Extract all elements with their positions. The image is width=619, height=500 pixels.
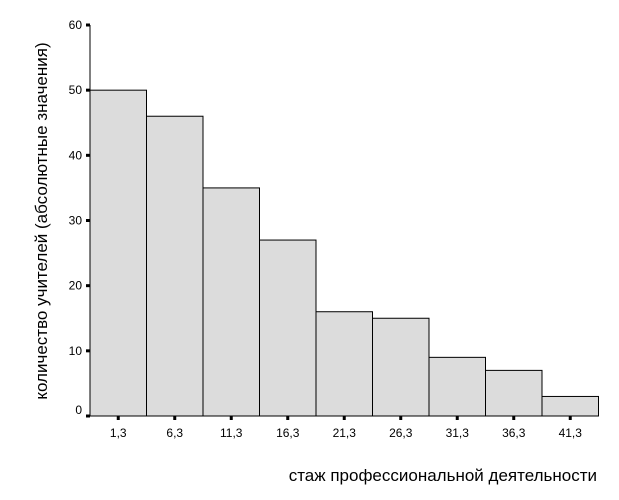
bar-3 xyxy=(202,187,260,417)
bar-8 xyxy=(485,369,543,417)
y-tick-label: 20 xyxy=(69,279,83,293)
bar-6 xyxy=(372,317,430,417)
bar-7 xyxy=(428,356,486,417)
x-tick-label: 31,3 xyxy=(446,426,470,440)
bar-5 xyxy=(315,311,373,417)
x-tick-label: 41,3 xyxy=(559,426,583,440)
x-ticks-group: 1,3 6,3 11,3 16,3 21,3 26,3 31,3 36,3 41,3 xyxy=(110,416,582,440)
x-tick-label: 21,3 xyxy=(333,426,357,440)
x-tick-label: 1,3 xyxy=(110,426,127,440)
bar-1 xyxy=(89,89,147,417)
y-axis-title: количество учителей (абсолютные значения… xyxy=(32,42,51,399)
y-tick-label: 0 xyxy=(75,403,82,417)
y-ticks-group: 0 10 20 30 40 50 60 xyxy=(69,18,90,418)
x-tick-label: 36,3 xyxy=(502,426,526,440)
x-tick-label: 26,3 xyxy=(389,426,413,440)
bar-4 xyxy=(259,239,317,417)
bars-group xyxy=(89,89,599,417)
x-axis-title: стаж профессиональной деятельности xyxy=(289,466,597,485)
y-tick-label: 30 xyxy=(69,214,83,228)
y-tick-label: 50 xyxy=(69,83,83,97)
y-tick-label: 40 xyxy=(69,148,83,162)
y-tick-label: 60 xyxy=(69,18,83,32)
x-tick-label: 16,3 xyxy=(276,426,300,440)
y-tick-label: 10 xyxy=(69,344,83,358)
bar-9 xyxy=(541,395,599,417)
bar-2 xyxy=(146,115,204,417)
x-tick-label: 6,3 xyxy=(166,426,183,440)
x-tick-label: 11,3 xyxy=(220,426,243,440)
